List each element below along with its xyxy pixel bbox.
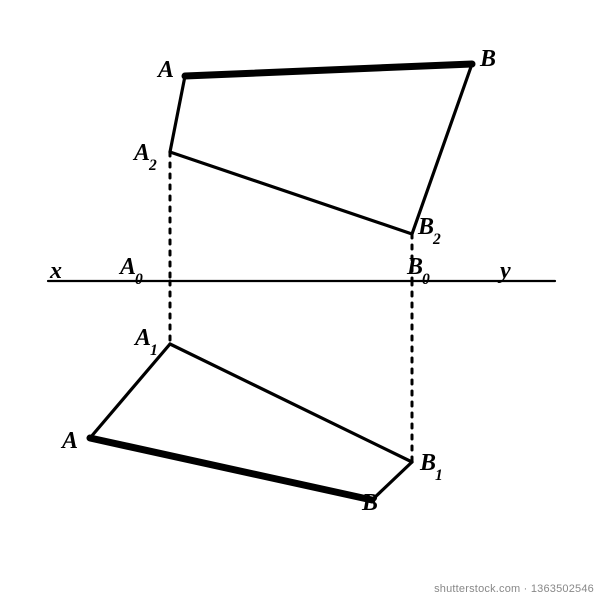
label-B1-text: B (420, 450, 436, 476)
label-A2: A2 (134, 140, 157, 171)
label-B2: B2 (418, 214, 441, 245)
label-A0: A0 (120, 254, 143, 285)
label-y: y (500, 258, 511, 285)
label-A-bot-text: A (62, 428, 78, 454)
edge-A1-Abot (90, 344, 170, 438)
label-A2-sub: 2 (149, 157, 157, 174)
edge-B2-B (412, 64, 472, 234)
label-B1-sub: 1 (435, 467, 443, 484)
edge-A-B-bot (90, 438, 372, 500)
label-B-top-text: B (480, 46, 496, 72)
edge-A2-B2 (170, 152, 412, 234)
watermark-brand: shutterstock.com (434, 583, 520, 595)
watermark-separator: · (520, 583, 530, 595)
label-B2-sub: 2 (433, 231, 441, 248)
label-A1-text: A (135, 325, 151, 351)
label-B2-text: B (418, 214, 434, 240)
label-B0-sub: 0 (422, 271, 430, 288)
edge-A-A2 (170, 76, 185, 152)
label-B-bot-text: B (362, 490, 378, 516)
label-x: x (50, 258, 62, 285)
watermark-id: 1363502546 (531, 583, 594, 595)
edge-B1-A1 (170, 344, 412, 462)
label-A-top: A (158, 57, 174, 84)
edge-A-B-top (185, 64, 472, 76)
label-y-text: y (500, 258, 511, 284)
label-B0-text: B (407, 254, 423, 280)
label-B-bot: B (362, 490, 378, 517)
label-A-bot: A (62, 428, 78, 455)
label-A2-text: A (134, 140, 150, 166)
label-A1: A1 (135, 325, 158, 356)
label-A0-text: A (120, 254, 136, 280)
geometry-svg (0, 0, 600, 597)
label-B-top: B (480, 46, 496, 73)
label-B1: B1 (420, 450, 443, 481)
label-B0: B0 (407, 254, 430, 285)
label-A0-sub: 0 (135, 271, 143, 288)
watermark: shutterstock.com · 1363502546 (428, 581, 600, 597)
label-A1-sub: 1 (150, 342, 158, 359)
label-A-top-text: A (158, 57, 174, 83)
label-x-text: x (50, 258, 62, 284)
